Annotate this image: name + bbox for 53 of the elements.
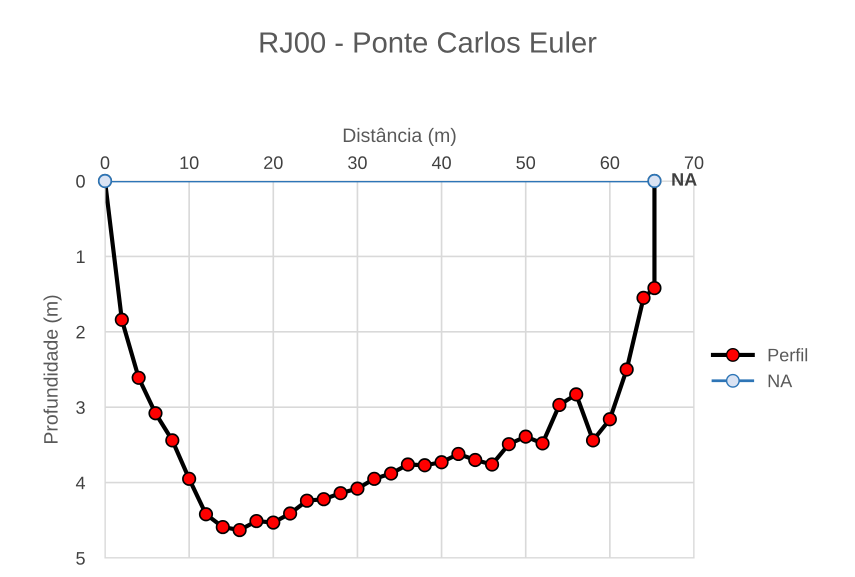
y-axis-title: Profundidade (m) bbox=[44, 296, 62, 444]
point bbox=[114, 312, 129, 327]
point bbox=[569, 387, 584, 402]
y-tick-label: 5 bbox=[76, 552, 85, 565]
point bbox=[198, 507, 214, 522]
point bbox=[502, 437, 516, 452]
point bbox=[451, 446, 466, 462]
point bbox=[384, 466, 398, 481]
x-tick-label: 10 bbox=[180, 156, 198, 170]
x-tick-label: 70 bbox=[684, 156, 704, 170]
point bbox=[434, 455, 449, 470]
point bbox=[636, 290, 651, 305]
point bbox=[316, 492, 331, 506]
point bbox=[484, 457, 500, 472]
point bbox=[647, 280, 662, 296]
point bbox=[165, 433, 180, 448]
point bbox=[232, 523, 247, 538]
y-tick-label: 3 bbox=[76, 401, 85, 414]
x-tick-label: 50 bbox=[516, 156, 536, 170]
point bbox=[468, 452, 482, 468]
point bbox=[535, 436, 550, 450]
point bbox=[620, 362, 634, 377]
point bbox=[418, 458, 432, 472]
point bbox=[552, 398, 566, 412]
point bbox=[266, 515, 280, 530]
y-tick-label: 4 bbox=[76, 476, 86, 490]
x-tick-label: 0 bbox=[100, 156, 110, 170]
point bbox=[602, 412, 617, 426]
point bbox=[283, 506, 298, 521]
legend-label: NA bbox=[768, 374, 792, 388]
annotation: NA bbox=[672, 173, 697, 186]
x-tick-label: 40 bbox=[432, 156, 451, 170]
point bbox=[249, 514, 264, 528]
point bbox=[400, 457, 415, 472]
x-axis-title: Distância (m) bbox=[344, 128, 456, 146]
x-tick-label: 20 bbox=[264, 156, 283, 170]
point bbox=[132, 370, 146, 385]
chart-title: RJ00 - Ponte Carlos Euler bbox=[260, 31, 596, 53]
legend-label: Perfil bbox=[768, 348, 808, 362]
y-tick-label: 1 bbox=[76, 250, 85, 263]
y-tick-label: 0 bbox=[76, 174, 85, 188]
point bbox=[586, 433, 600, 448]
point bbox=[518, 430, 533, 444]
point bbox=[367, 472, 382, 486]
y-tick-label: 2 bbox=[76, 326, 85, 338]
point bbox=[300, 494, 314, 508]
point bbox=[216, 520, 230, 534]
x-tick-label: 60 bbox=[600, 156, 620, 170]
point bbox=[334, 486, 348, 500]
point bbox=[182, 472, 196, 486]
point bbox=[148, 406, 163, 420]
x-tick-label: 30 bbox=[348, 156, 367, 170]
point bbox=[350, 482, 365, 496]
